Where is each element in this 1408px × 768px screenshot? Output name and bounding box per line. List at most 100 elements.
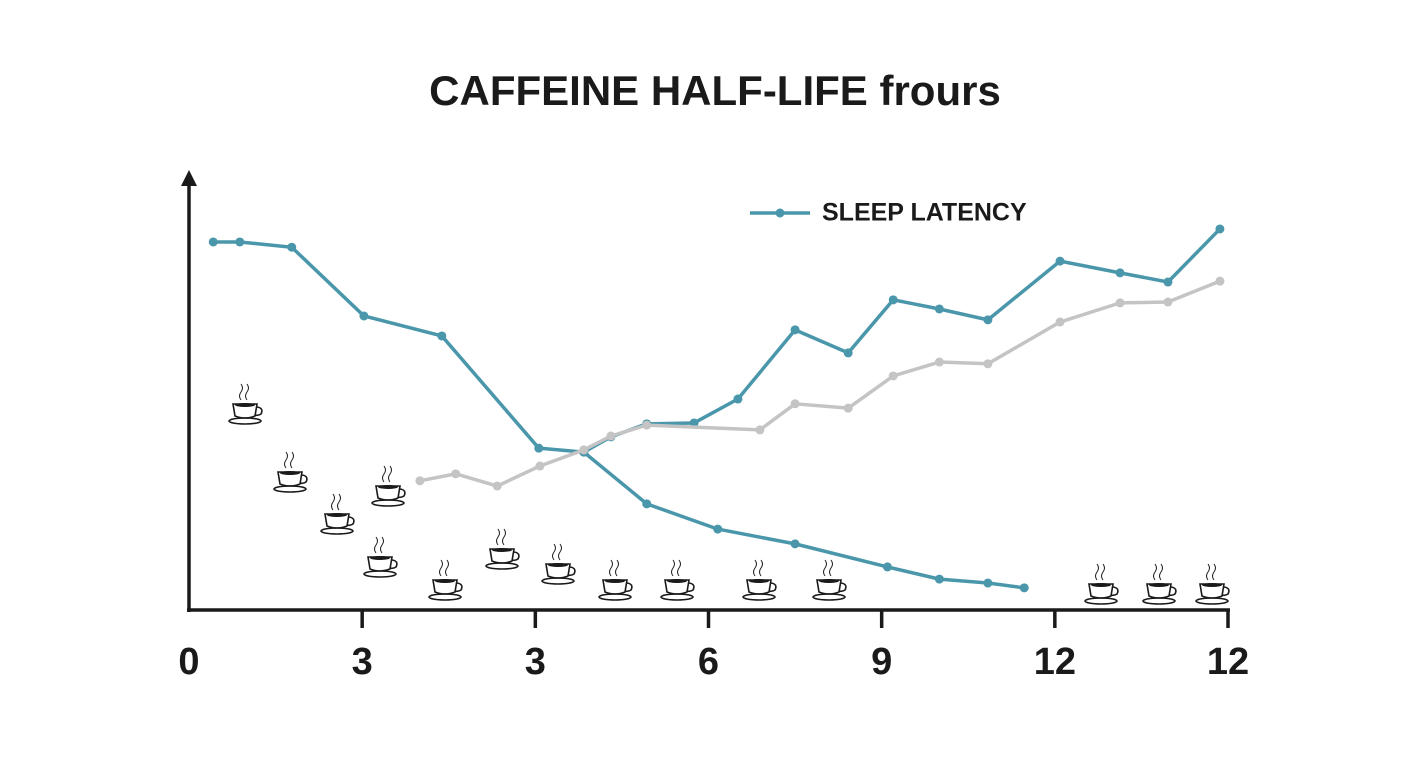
cup-steam: [331, 493, 341, 511]
legend-label: SLEEP LATENCY: [822, 199, 1027, 227]
cup-saucer: [598, 593, 632, 601]
series-point: [415, 476, 425, 486]
series-point: [1215, 276, 1225, 286]
series-point: [359, 311, 369, 321]
cup-handle: [624, 582, 633, 593]
series-point: [1163, 297, 1173, 307]
series-point: [934, 574, 944, 584]
cup-saucer: [1084, 597, 1118, 605]
cup-icon: [598, 559, 633, 601]
series-point: [642, 420, 652, 430]
cup-icon: [320, 493, 355, 535]
series-point: [713, 524, 723, 534]
series-point: [1055, 256, 1065, 266]
cup-handle: [1110, 586, 1119, 597]
cup-coffee: [235, 403, 255, 407]
series-point: [1215, 224, 1225, 234]
cup-icon: [273, 451, 308, 493]
series-point: [1055, 317, 1065, 327]
x-tick-label: 6: [698, 641, 719, 683]
cup-coffee: [327, 513, 347, 517]
y-axis-arrow: [181, 170, 197, 186]
cup-handle: [511, 551, 520, 562]
cup-handle: [299, 474, 308, 485]
cup-handle: [768, 582, 777, 593]
cup-steam: [552, 543, 562, 561]
legend-marker: [775, 208, 785, 218]
series-point: [1163, 277, 1173, 287]
series-point: [689, 418, 699, 428]
series-point: [606, 431, 616, 441]
cup-coffee: [819, 579, 839, 583]
x-tick-label: 12: [1034, 641, 1076, 683]
cup-steam: [823, 559, 833, 577]
cup-handle: [567, 566, 576, 577]
cup-steam: [439, 559, 449, 577]
cup-coffee: [280, 471, 300, 475]
cup-handle: [346, 516, 355, 527]
series-point: [983, 578, 993, 588]
cup-icon: [1142, 563, 1177, 605]
series-point: [208, 237, 218, 247]
series-point: [843, 348, 853, 358]
x-tick-label: 9: [871, 641, 892, 683]
cup-coffee: [378, 485, 398, 489]
cup-steam: [374, 536, 384, 554]
cup-icon: [485, 528, 520, 570]
x-tick-label: 3: [525, 641, 546, 683]
series-point: [1115, 268, 1125, 278]
cup-coffee: [667, 579, 687, 583]
cup-handle: [454, 582, 463, 593]
cup-coffee: [492, 548, 512, 552]
cup-steam: [1095, 563, 1105, 581]
series-point: [983, 315, 993, 325]
series-point: [535, 461, 545, 471]
series-point: [642, 499, 652, 509]
cup-saucer: [371, 499, 405, 507]
cup-saucer: [660, 593, 694, 601]
series-point: [983, 359, 993, 369]
cup-icon: [428, 559, 463, 601]
cup-steam: [753, 559, 763, 577]
series-point: [888, 295, 898, 305]
cup-steam: [284, 451, 294, 469]
cup-coffee: [370, 556, 390, 560]
cup-steam: [382, 465, 392, 483]
series-point: [934, 357, 944, 367]
chart-title: CAFFEINE HALF-LIFE frours: [429, 67, 1001, 114]
cup-coffee: [1202, 583, 1222, 587]
series-point: [1019, 583, 1029, 593]
cup-steam: [496, 528, 506, 546]
series-point: [843, 403, 853, 413]
cup-saucer: [1142, 597, 1176, 605]
cup-saucer: [742, 593, 776, 601]
series-point: [235, 237, 245, 247]
cup-coffee: [749, 579, 769, 583]
cup-steam: [671, 559, 681, 577]
x-tick-label: 12: [1207, 641, 1249, 683]
cup-coffee: [1091, 583, 1111, 587]
cup-coffee: [605, 579, 625, 583]
cup-handle: [1168, 586, 1177, 597]
series-line: [213, 240, 1025, 590]
cup-icon: [541, 543, 576, 585]
x-tick-label: 0: [178, 641, 199, 683]
cup-icon: [363, 536, 398, 578]
cup-icon: [742, 559, 777, 601]
cup-handle: [1221, 586, 1230, 597]
cup-steam: [609, 559, 619, 577]
cup-saucer: [812, 593, 846, 601]
cup-saucer: [273, 485, 307, 493]
cup-saucer: [541, 577, 575, 585]
cup-saucer: [228, 417, 262, 425]
cup-icon: [660, 559, 695, 601]
cup-icons: [228, 383, 1230, 605]
cup-saucer: [1195, 597, 1229, 605]
cup-icon: [1195, 563, 1230, 605]
cup-steam: [1206, 563, 1216, 581]
series-point: [534, 443, 544, 453]
series-line: [419, 279, 1221, 488]
cup-saucer: [363, 570, 397, 578]
cup-coffee: [435, 579, 455, 583]
series-point: [287, 242, 297, 252]
